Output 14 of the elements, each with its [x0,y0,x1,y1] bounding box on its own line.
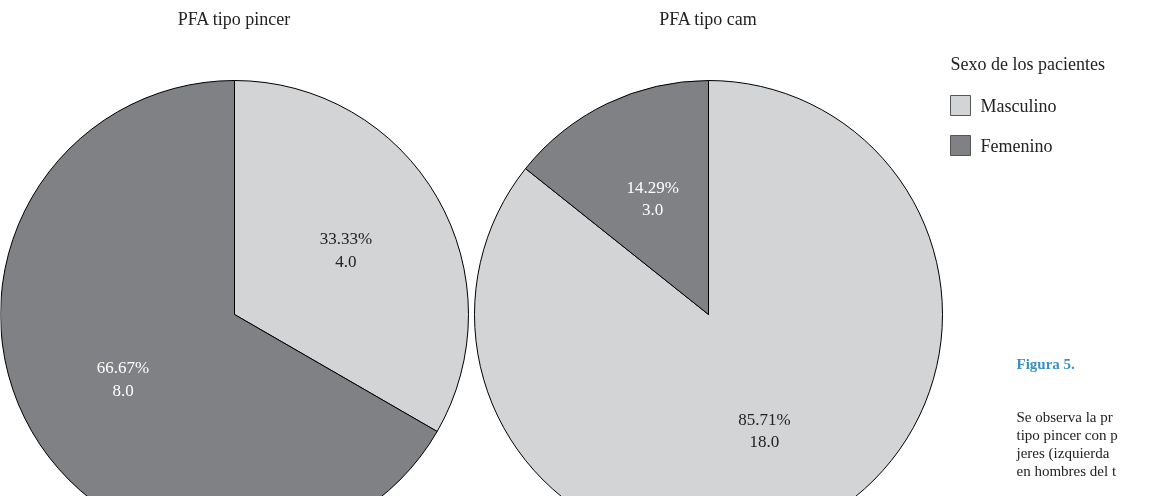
chart-title: PFA tipo cam [659,8,757,29]
data-label: 85.71% 18.0 [738,409,791,452]
text: tipo pincer con p [1016,426,1118,443]
legend-title: Sexo de los pacientes [950,53,1105,74]
text: Figura 5. [1016,355,1076,372]
text: jeres (izquierda [1015,444,1110,462]
data-label: 33.33% 4.0 [319,229,373,272]
chart-title: PFA tipo pincer [177,8,291,29]
legend-label: Masculino [980,95,1057,116]
text: Se observa la pr [1016,408,1113,425]
text: en hombres del t [1016,462,1117,479]
data-label: 66.67% 8.0 [96,357,150,400]
data-label: 14.29% 3.0 [626,177,679,220]
legend-label: Femenino [980,135,1053,156]
